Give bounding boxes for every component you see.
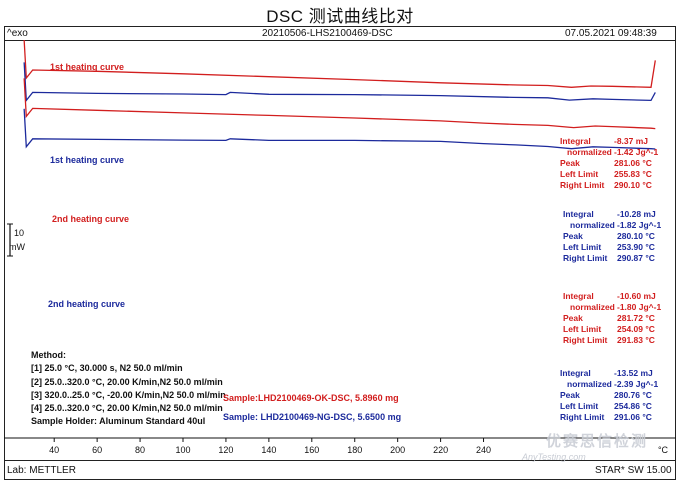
result-value: -10.28 mJ <box>617 209 656 219</box>
curve-label-1st-ng: 1st heating curve <box>50 155 125 165</box>
y-scale-unit: mW <box>9 242 25 252</box>
curve-label-2nd-ok: 2nd heating curve <box>52 214 130 224</box>
result-value: 290.10 °C <box>614 180 652 190</box>
x-tick-label: 220 <box>433 445 449 455</box>
software-label: STAR* SW 15.00 <box>595 465 672 476</box>
method-line: [1] 25.0 °C, 30.000 s, N2 50.0 ml/min <box>31 363 183 373</box>
dsc-curve-3 <box>23 78 656 130</box>
chart-frame <box>4 26 676 480</box>
result-value: -1.80 Jg^-1 <box>617 302 662 312</box>
result-value: 290.87 °C <box>617 253 655 263</box>
result-label: normalized <box>570 302 615 312</box>
dsc-curve-1 <box>23 39 656 88</box>
timestamp: 07.05.2021 09:48:39 <box>565 28 657 39</box>
result-label: Right Limit <box>560 180 605 190</box>
footer-divider <box>4 460 676 461</box>
sample-ok: Sample:LHD2100469-OK-DSC, 5.8960 mg <box>223 393 399 403</box>
method-title: Method: <box>31 350 66 360</box>
result-label: Peak <box>563 231 583 241</box>
result-label: Peak <box>563 313 583 323</box>
result-value: 255.83 °C <box>614 169 652 179</box>
result-label: Left Limit <box>560 169 599 179</box>
result-label: Peak <box>560 158 580 168</box>
result-label: Integral <box>563 209 594 219</box>
result-label: normalized <box>570 220 615 230</box>
result-value: -8.37 mJ <box>614 136 649 146</box>
x-tick-label: 120 <box>218 445 234 455</box>
y-scale-value: 10 <box>14 228 25 238</box>
lab-label: Lab: METTLER <box>7 465 76 476</box>
result-value: 291.06 °C <box>614 412 652 422</box>
exo-label: ^exo <box>7 28 28 39</box>
result-value: 281.72 °C <box>617 313 655 323</box>
result-label: Peak <box>560 390 580 400</box>
page-title: DSC 测试曲线比对 <box>266 7 414 26</box>
x-tick-label: 100 <box>175 445 191 455</box>
x-tick-label: 40 <box>49 445 60 455</box>
result-value: -13.52 mJ <box>614 368 653 378</box>
watermark: 优赛思信检测 <box>546 433 649 450</box>
watermark-sub: AnyTesting.com <box>522 452 586 462</box>
result-value: -1.42 Jg^-1 <box>614 147 659 157</box>
curve-label-1st-ok: 1st heating curve <box>50 62 125 72</box>
result-value: 291.83 °C <box>617 335 655 345</box>
result-value: 280.76 °C <box>614 390 652 400</box>
x-tick-label: 180 <box>347 445 363 455</box>
result-label: Integral <box>563 291 594 301</box>
result-label: Integral <box>560 136 591 146</box>
result-value: 281.06 °C <box>614 158 652 168</box>
x-tick-label: 240 <box>476 445 492 455</box>
result-label: Left Limit <box>563 324 602 334</box>
result-label: Left Limit <box>563 242 602 252</box>
curve-label-2nd-ng: 2nd heating curve <box>48 299 126 309</box>
result-value: 254.86 °C <box>614 401 652 411</box>
result-label: Right Limit <box>563 253 608 263</box>
method-line: [2] 25.0..320.0 °C, 20.00 K/min,N2 50.0 … <box>31 377 223 387</box>
file-name: 20210506-LHS2100469-DSC <box>262 28 393 39</box>
method-line: [3] 320.0..25.0 °C, -20.00 K/min,N2 50.0… <box>31 390 226 400</box>
result-label: Right Limit <box>563 335 608 345</box>
result-label: Left Limit <box>560 401 599 411</box>
method-line: [4] 25.0..320.0 °C, 20.00 K/min,N2 50.0 … <box>31 403 223 413</box>
dsc-curve-4 <box>23 108 656 150</box>
x-tick-label: 60 <box>92 445 103 455</box>
result-value: 280.10 °C <box>617 231 655 241</box>
x-tick-label: 160 <box>304 445 320 455</box>
result-value: 253.90 °C <box>617 242 655 252</box>
result-value: -10.60 mJ <box>617 291 656 301</box>
x-tick-label: 80 <box>135 445 146 455</box>
result-label: normalized <box>567 379 612 389</box>
x-tick-label: 140 <box>261 445 277 455</box>
dsc-curve-2 <box>23 62 656 103</box>
x-tick-label: 200 <box>390 445 406 455</box>
sample-ng: Sample: LHD2100469-NG-DSC, 5.6500 mg <box>223 412 402 422</box>
result-value: -1.82 Jg^-1 <box>617 220 662 230</box>
x-unit-label: °C <box>657 445 669 455</box>
result-label: Right Limit <box>560 412 605 422</box>
result-value: 254.09 °C <box>617 324 655 334</box>
result-value: -2.39 Jg^-1 <box>614 379 659 389</box>
sample-holder: Sample Holder: Aluminum Standard 40ul <box>31 416 206 426</box>
result-label: Integral <box>560 368 591 378</box>
header-divider <box>4 40 676 41</box>
result-label: normalized <box>567 147 612 157</box>
